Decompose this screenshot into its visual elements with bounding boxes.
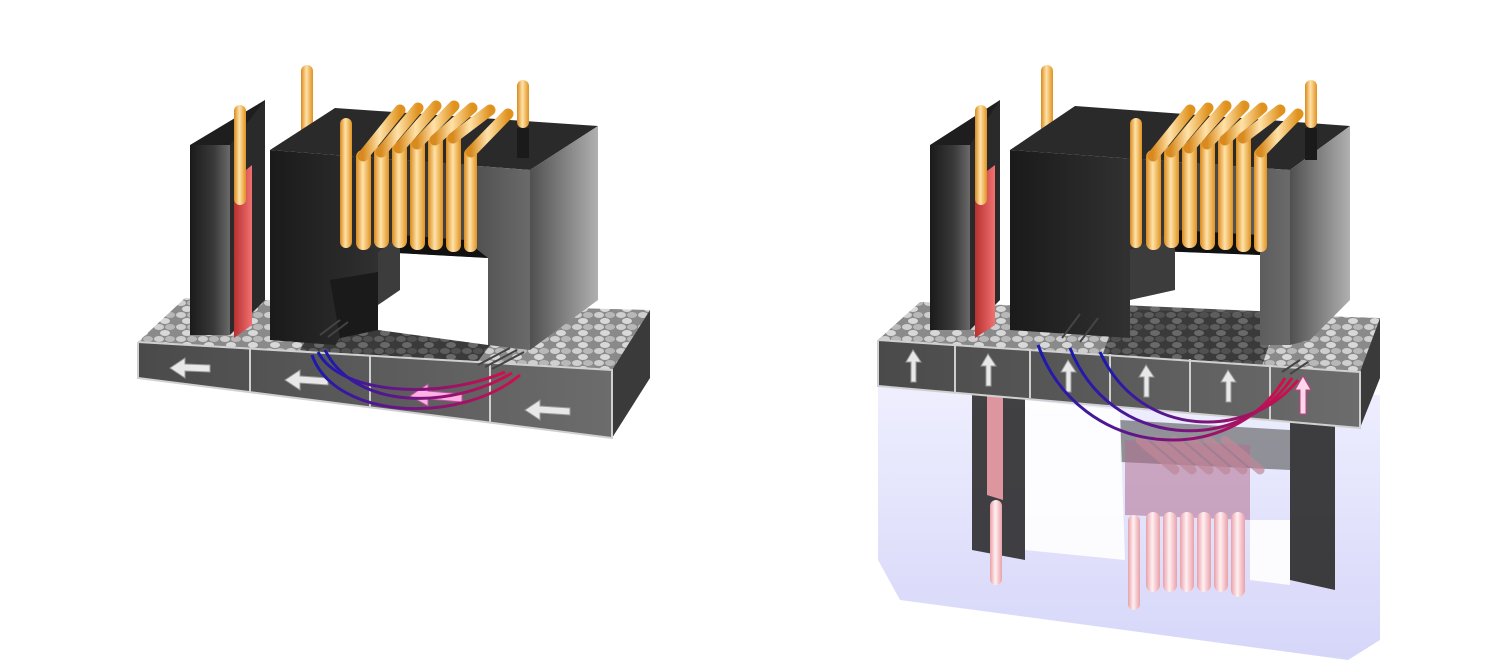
arrow-up-icon	[1138, 364, 1155, 398]
read-head-shield	[190, 100, 265, 335]
arrow-up-icon	[1220, 369, 1237, 403]
arrow-left-icon	[169, 357, 211, 379]
read-lead	[234, 105, 246, 205]
read-lead	[975, 105, 987, 205]
arrow-up-icon	[1060, 359, 1077, 393]
write-coil	[1130, 80, 1317, 252]
read-lead	[1041, 65, 1053, 140]
write-coil	[340, 80, 529, 252]
longitudinal-panel	[137, 65, 650, 440]
soft-underlayer	[878, 368, 1380, 660]
arrow-up-icon	[905, 349, 922, 383]
read-lead	[301, 65, 313, 140]
field-lines	[1036, 344, 1300, 442]
arrow-up-icon	[1294, 374, 1312, 415]
perpendicular-panel	[877, 65, 1380, 660]
read-sensor	[975, 165, 995, 338]
field-lines	[310, 349, 521, 411]
arrow-left-icon	[524, 399, 571, 421]
read-sensor	[234, 165, 252, 338]
arrow-up-icon	[980, 353, 997, 387]
